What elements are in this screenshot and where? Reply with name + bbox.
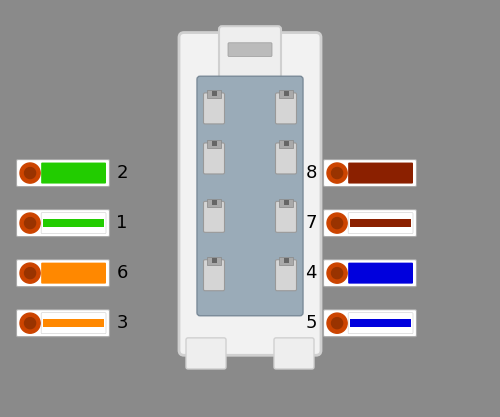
FancyBboxPatch shape bbox=[324, 310, 416, 337]
Text: 2: 2 bbox=[116, 164, 128, 182]
FancyBboxPatch shape bbox=[348, 163, 413, 183]
Circle shape bbox=[24, 168, 36, 178]
Circle shape bbox=[327, 263, 347, 283]
Circle shape bbox=[20, 313, 40, 333]
FancyBboxPatch shape bbox=[276, 93, 296, 124]
FancyBboxPatch shape bbox=[219, 26, 281, 90]
FancyBboxPatch shape bbox=[204, 143, 225, 174]
FancyBboxPatch shape bbox=[41, 313, 106, 334]
FancyBboxPatch shape bbox=[348, 313, 413, 334]
FancyBboxPatch shape bbox=[276, 143, 296, 174]
FancyBboxPatch shape bbox=[228, 43, 272, 56]
Text: 5: 5 bbox=[305, 314, 317, 332]
Bar bbox=[284, 141, 288, 146]
Bar bbox=[284, 91, 288, 96]
Bar bbox=[212, 141, 216, 146]
FancyBboxPatch shape bbox=[41, 163, 106, 183]
Bar bbox=[207, 199, 221, 207]
Circle shape bbox=[327, 213, 347, 233]
Circle shape bbox=[20, 213, 40, 233]
FancyBboxPatch shape bbox=[324, 260, 416, 286]
Circle shape bbox=[24, 318, 36, 329]
Circle shape bbox=[327, 313, 347, 333]
FancyBboxPatch shape bbox=[274, 338, 314, 369]
FancyBboxPatch shape bbox=[276, 201, 296, 232]
FancyBboxPatch shape bbox=[16, 210, 110, 236]
Bar bbox=[212, 200, 216, 205]
FancyBboxPatch shape bbox=[324, 160, 416, 186]
Bar bbox=[350, 319, 411, 327]
Circle shape bbox=[332, 218, 342, 229]
Circle shape bbox=[332, 168, 342, 178]
Text: 4: 4 bbox=[305, 264, 317, 282]
Bar bbox=[207, 141, 221, 148]
Circle shape bbox=[20, 163, 40, 183]
Circle shape bbox=[24, 268, 36, 279]
Bar bbox=[207, 257, 221, 265]
FancyBboxPatch shape bbox=[276, 260, 296, 291]
FancyBboxPatch shape bbox=[16, 260, 110, 286]
FancyBboxPatch shape bbox=[197, 76, 303, 316]
Text: 8: 8 bbox=[306, 164, 316, 182]
Bar bbox=[212, 258, 216, 263]
Bar bbox=[279, 199, 293, 207]
Bar bbox=[43, 319, 104, 327]
FancyBboxPatch shape bbox=[324, 210, 416, 236]
FancyBboxPatch shape bbox=[204, 260, 225, 291]
Bar bbox=[284, 258, 288, 263]
FancyBboxPatch shape bbox=[179, 33, 321, 355]
Bar bbox=[212, 91, 216, 96]
Circle shape bbox=[20, 263, 40, 283]
Bar bbox=[279, 90, 293, 98]
FancyBboxPatch shape bbox=[348, 213, 413, 234]
Bar bbox=[279, 141, 293, 148]
Text: 7: 7 bbox=[305, 214, 317, 232]
Bar bbox=[279, 257, 293, 265]
Circle shape bbox=[24, 218, 36, 229]
Text: 6: 6 bbox=[116, 264, 128, 282]
Bar bbox=[207, 90, 221, 98]
FancyBboxPatch shape bbox=[16, 310, 110, 337]
Bar bbox=[284, 200, 288, 205]
FancyBboxPatch shape bbox=[41, 263, 106, 284]
Circle shape bbox=[327, 163, 347, 183]
Text: 1: 1 bbox=[116, 214, 128, 232]
FancyBboxPatch shape bbox=[41, 213, 106, 234]
Bar bbox=[43, 219, 104, 227]
FancyBboxPatch shape bbox=[348, 263, 413, 284]
FancyBboxPatch shape bbox=[204, 201, 225, 232]
FancyBboxPatch shape bbox=[204, 93, 225, 124]
FancyBboxPatch shape bbox=[16, 160, 110, 186]
Circle shape bbox=[332, 318, 342, 329]
FancyBboxPatch shape bbox=[186, 338, 226, 369]
Text: 3: 3 bbox=[116, 314, 128, 332]
Bar bbox=[350, 219, 411, 227]
Circle shape bbox=[332, 268, 342, 279]
